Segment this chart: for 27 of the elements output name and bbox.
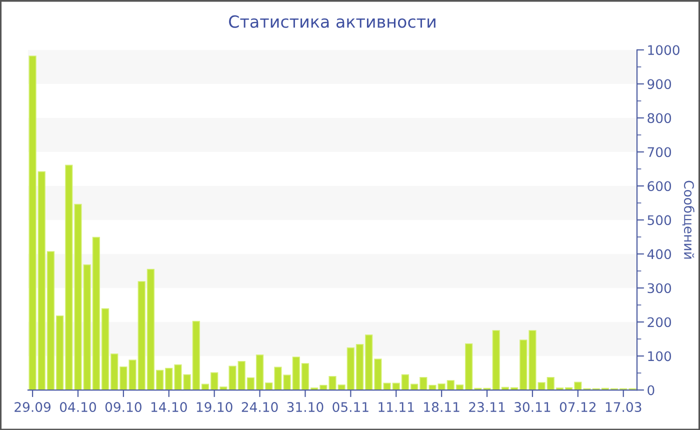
x-tick-label: 04.10: [60, 402, 96, 412]
y-tick-label: 1000: [648, 45, 680, 56]
y-tick-label: 500: [648, 215, 672, 226]
x-tick-label: 11.11: [378, 402, 414, 412]
x-tick-label: 18.11: [424, 402, 460, 412]
y-tick-label: 0: [648, 385, 654, 396]
x-tick-label: 17.03: [606, 402, 642, 412]
chart-title: Статистика активности: [229, 15, 436, 28]
x-tick-label: 31.10: [287, 402, 324, 412]
x-tick-label: 05.11: [332, 402, 368, 412]
y-tick-label: 400: [647, 249, 672, 260]
x-tick-label: 29.09: [14, 402, 51, 412]
y-tick-label: 800: [648, 113, 672, 124]
x-tick-label: 09.10: [105, 402, 142, 412]
y-tick-label: 100: [648, 351, 672, 362]
x-tick-label: 23.11: [469, 402, 505, 412]
x-tick-label: 14.10: [151, 402, 187, 412]
y-tick-label: 200: [648, 317, 672, 328]
y-tick-label: 300: [648, 283, 672, 294]
y-tick-label: 900: [648, 79, 672, 90]
y-tick-label: 600: [648, 181, 672, 192]
x-tick-label: 24.10: [242, 402, 278, 412]
x-tick-label: 19.10: [196, 402, 232, 412]
y-axis-title: Сообщений: [682, 180, 694, 259]
x-tick-label: 30.11: [514, 402, 550, 412]
y-tick-label: 700: [648, 147, 672, 158]
x-tick-label: 07.12: [560, 402, 596, 412]
